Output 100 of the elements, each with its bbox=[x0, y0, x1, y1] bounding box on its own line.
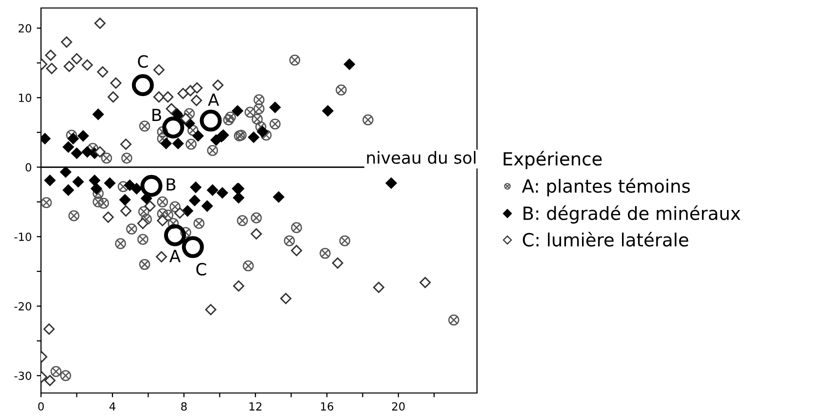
point bbox=[192, 130, 204, 142]
point bbox=[242, 260, 254, 272]
point bbox=[336, 84, 347, 96]
point bbox=[108, 91, 119, 103]
point bbox=[82, 59, 93, 71]
point bbox=[139, 258, 150, 270]
point bbox=[186, 138, 197, 150]
point bbox=[119, 194, 131, 206]
y-tick-label: 10 bbox=[19, 94, 32, 102]
point bbox=[137, 234, 148, 245]
point bbox=[64, 60, 75, 72]
point bbox=[41, 197, 52, 208]
point bbox=[223, 114, 234, 126]
y-tick-label: -20 bbox=[14, 302, 32, 311]
point bbox=[233, 192, 244, 204]
x-tick-label: 20 bbox=[392, 402, 405, 411]
y-tick-label: -10 bbox=[14, 232, 32, 242]
point bbox=[207, 144, 218, 156]
point bbox=[68, 133, 79, 144]
point bbox=[140, 214, 152, 225]
point bbox=[202, 200, 213, 212]
point bbox=[156, 251, 168, 262]
point bbox=[60, 36, 72, 48]
annotation: A bbox=[169, 250, 181, 262]
point bbox=[269, 102, 281, 113]
point bbox=[420, 276, 431, 288]
point bbox=[233, 280, 244, 292]
point bbox=[162, 91, 174, 103]
legend-label: B: dégradé de minéraux bbox=[524, 205, 740, 224]
point bbox=[289, 54, 300, 66]
point bbox=[164, 224, 186, 246]
point bbox=[162, 210, 174, 221]
point bbox=[157, 133, 168, 144]
point bbox=[98, 198, 110, 209]
point bbox=[157, 208, 168, 220]
annotation: B bbox=[152, 108, 162, 122]
point bbox=[92, 196, 104, 208]
point bbox=[200, 110, 222, 132]
point bbox=[66, 130, 78, 141]
point bbox=[156, 215, 168, 226]
point bbox=[170, 201, 181, 212]
point bbox=[157, 196, 168, 208]
point bbox=[254, 94, 264, 106]
point bbox=[166, 103, 178, 114]
point bbox=[174, 207, 186, 219]
point bbox=[60, 166, 72, 178]
annotation: C bbox=[196, 262, 206, 276]
point bbox=[256, 126, 268, 138]
legend-label: C: lumière latérale bbox=[522, 232, 688, 247]
point bbox=[448, 314, 460, 326]
point bbox=[115, 238, 126, 250]
point bbox=[120, 138, 132, 150]
point bbox=[187, 124, 198, 136]
x-tick-label: 4 bbox=[109, 402, 116, 410]
point bbox=[44, 174, 56, 186]
point bbox=[206, 184, 218, 196]
point bbox=[291, 222, 302, 234]
x-tick-label: 8 bbox=[181, 402, 187, 411]
point bbox=[270, 118, 281, 130]
legend-title: Expérience bbox=[504, 150, 602, 170]
point bbox=[252, 114, 263, 125]
point bbox=[90, 183, 102, 194]
point bbox=[205, 304, 216, 316]
point bbox=[118, 181, 129, 192]
point bbox=[290, 244, 302, 256]
x-tick-label: 16 bbox=[321, 402, 334, 411]
point bbox=[250, 212, 262, 224]
point bbox=[284, 235, 295, 246]
point bbox=[139, 120, 150, 132]
point bbox=[72, 176, 84, 188]
point bbox=[182, 236, 204, 258]
annotation: B bbox=[166, 178, 176, 191]
point bbox=[260, 130, 272, 141]
point bbox=[137, 218, 148, 230]
point bbox=[138, 206, 150, 218]
y-tick-label: 20 bbox=[18, 24, 32, 33]
point bbox=[43, 323, 55, 335]
point bbox=[193, 218, 204, 229]
point bbox=[168, 218, 179, 229]
point bbox=[339, 235, 350, 246]
point bbox=[190, 94, 202, 106]
point bbox=[60, 370, 72, 382]
point bbox=[126, 224, 138, 234]
point bbox=[362, 114, 374, 126]
point bbox=[44, 374, 56, 386]
point bbox=[232, 105, 244, 116]
point bbox=[97, 66, 108, 78]
point bbox=[162, 116, 184, 139]
point bbox=[120, 205, 132, 217]
point bbox=[250, 228, 262, 240]
ref-line-label: niveau du sol bbox=[367, 151, 476, 164]
point bbox=[71, 148, 82, 159]
point bbox=[50, 366, 62, 377]
point bbox=[102, 212, 114, 223]
point bbox=[236, 215, 248, 226]
point bbox=[320, 248, 331, 259]
point bbox=[130, 183, 142, 194]
point bbox=[110, 77, 122, 89]
point bbox=[273, 191, 284, 203]
point bbox=[280, 292, 292, 304]
